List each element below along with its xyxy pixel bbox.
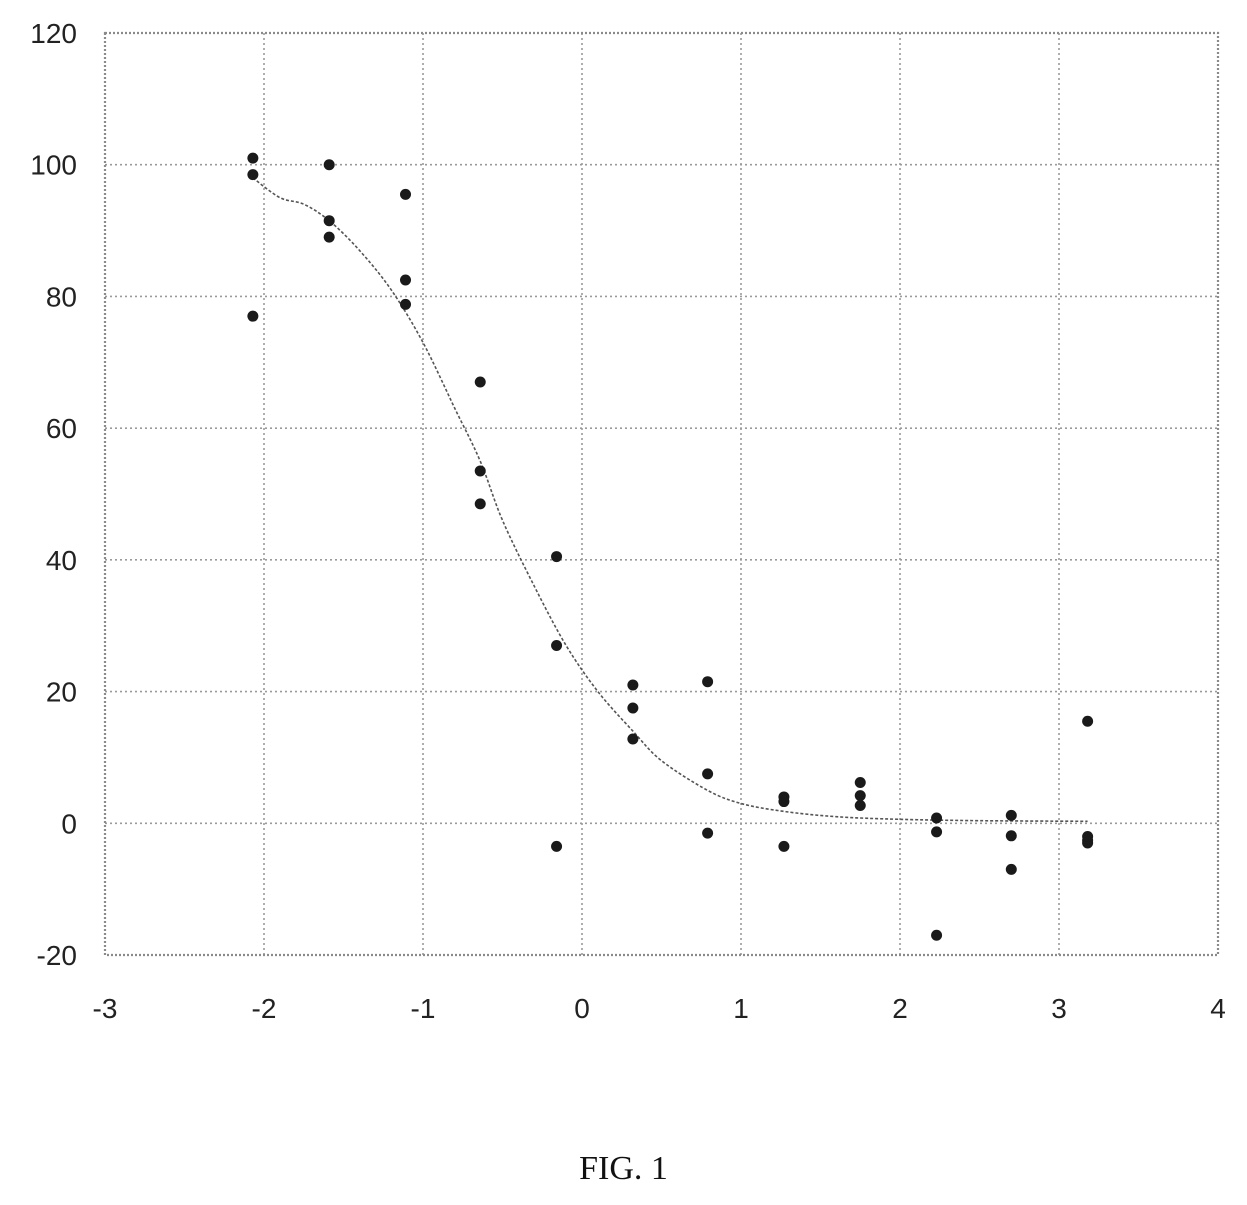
- x-tick-label: 0: [574, 993, 590, 1024]
- x-tick-label: -3: [93, 993, 118, 1024]
- data-point: [854, 790, 866, 802]
- chart: -3 -2 -1 0 1 2 3 4 -20 0 20 40 60 80 100 120: [30, 18, 1226, 1024]
- data-point: [1005, 830, 1017, 842]
- data-point: [1005, 809, 1017, 821]
- data-point: [1082, 715, 1094, 727]
- data-point: [474, 465, 486, 477]
- y-tick-label: 120: [30, 18, 77, 49]
- fit-curve: [252, 177, 1088, 823]
- data-point: [931, 812, 943, 824]
- plot-frame: [103, 31, 1220, 957]
- data-point: [854, 776, 866, 788]
- x-tick-label: -1: [411, 993, 436, 1024]
- data-point: [931, 929, 943, 941]
- y-tick-label: 40: [46, 545, 77, 576]
- data-point: [400, 274, 412, 286]
- x-tick-label: 2: [892, 993, 908, 1024]
- x-tick-label: -2: [252, 993, 277, 1024]
- data-point: [474, 498, 486, 510]
- data-point: [1005, 863, 1017, 875]
- data-point: [854, 800, 866, 812]
- data-point: [551, 639, 563, 651]
- figure-caption: FIG. 1: [579, 1150, 668, 1187]
- y-tick-label: 20: [46, 677, 77, 708]
- data-point: [323, 159, 335, 171]
- x-tick-label: 4: [1210, 993, 1226, 1024]
- data-point: [247, 152, 259, 164]
- y-tick-label: -20: [37, 940, 77, 971]
- x-tick-label: 1: [733, 993, 749, 1024]
- data-point: [778, 840, 790, 852]
- data-point: [323, 231, 335, 243]
- data-point: [400, 298, 412, 310]
- y-tick-label: 100: [30, 150, 77, 181]
- data-point: [702, 827, 714, 839]
- data-point: [627, 679, 639, 691]
- x-tick-label: 3: [1051, 993, 1067, 1024]
- data-point: [627, 733, 639, 745]
- data-point: [702, 768, 714, 780]
- data-point: [1082, 837, 1094, 849]
- data-point: [247, 169, 259, 181]
- data-point: [247, 310, 259, 322]
- data-point: [778, 796, 790, 808]
- data-point: [323, 215, 335, 227]
- data-point: [627, 702, 639, 714]
- data-point: [551, 551, 563, 563]
- y-tick-label: 0: [61, 808, 77, 839]
- y-tick-label: 80: [46, 281, 77, 312]
- y-tick-label: 60: [46, 413, 77, 444]
- data-point: [931, 826, 943, 838]
- data-point: [400, 188, 412, 200]
- data-point: [702, 676, 714, 688]
- data-point: [474, 376, 486, 388]
- data-point: [551, 840, 563, 852]
